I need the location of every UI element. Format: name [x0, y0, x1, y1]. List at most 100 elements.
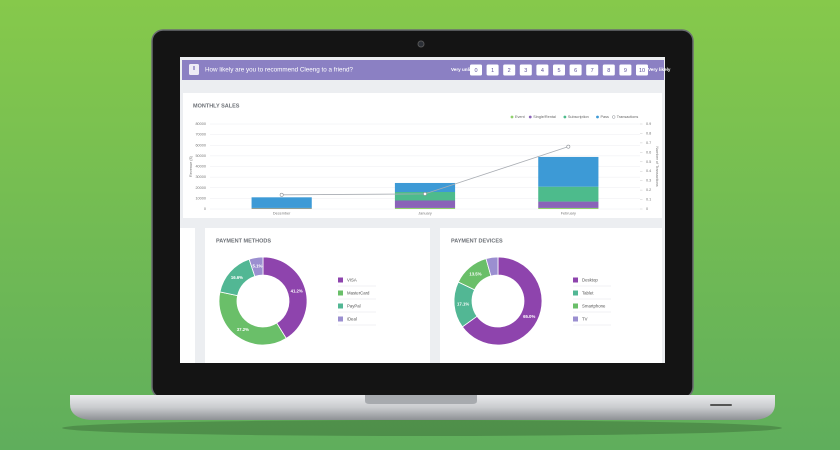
line-point [566, 144, 571, 149]
legend-label: Desktop [582, 277, 598, 282]
y-tick-label: 70000 [195, 133, 206, 137]
laptop-base [70, 395, 775, 420]
nps-button-label[interactable]: 3 [524, 68, 527, 74]
slice-label: 16.6% [231, 275, 243, 280]
nps-button[interactable] [503, 64, 516, 76]
legend-label: Pass [601, 115, 610, 119]
y-tick-label: 30000 [195, 175, 206, 179]
slice-label: 41.2% [291, 289, 303, 294]
bar-segment [394, 182, 456, 192]
legend-swatch [573, 316, 578, 322]
bar-segment [538, 186, 599, 202]
x-tick-label: December [273, 212, 291, 216]
chart-title: PAYMENT DEVICES [451, 238, 503, 244]
panel-partial [180, 228, 195, 363]
slice-label: 37.2% [237, 327, 249, 332]
y2-tick-label: 0.7 [646, 141, 651, 145]
y-tick-label: 80000 [195, 122, 206, 126]
nps-button[interactable] [553, 64, 565, 76]
x-tick-label: January [418, 212, 432, 216]
y-tick-label: 40000 [195, 165, 206, 169]
chart-title: MONTHLY SALES [193, 103, 240, 109]
nps-button-label[interactable]: 8 [607, 68, 610, 74]
bar-segment [538, 207, 599, 209]
nps-button[interactable] [619, 64, 632, 76]
nps-button-label[interactable]: 7 [591, 68, 594, 74]
donut-slice [461, 256, 543, 346]
nps-button[interactable] [586, 64, 599, 76]
bar-segment [394, 207, 456, 209]
bar-segment [251, 207, 312, 209]
legend-label: Subscription [568, 115, 589, 119]
bar-segment [251, 197, 312, 208]
legend-swatch [573, 290, 578, 296]
nps-button-label[interactable]: 9 [624, 68, 627, 74]
y2-tick-label: 0.6 [646, 150, 651, 154]
y2-tick-label: 0.4 [646, 169, 651, 173]
legend-label: Event [515, 115, 526, 119]
y2-tick-label: 0.2 [646, 188, 651, 192]
legend-swatch [338, 277, 343, 283]
slice-label: 17.1% [457, 301, 469, 306]
bar-segment [251, 208, 312, 209]
y2-tick-label: 0.3 [646, 179, 651, 183]
bar-segment [394, 192, 456, 201]
panel-payment-devices [440, 228, 662, 363]
legend-label: Smartphone [582, 303, 606, 308]
y2-tick-label: 0.8 [646, 131, 651, 135]
legend-swatch [338, 316, 343, 322]
line-point [423, 191, 427, 196]
line-point [279, 192, 284, 197]
y-tick-label: 60000 [195, 143, 206, 147]
y-tick-label: 50000 [195, 154, 206, 158]
y2-tick-label: 0 [646, 207, 648, 211]
laptop-notch [365, 395, 477, 404]
legend-label: Tablet [582, 290, 594, 295]
donut-slice [485, 256, 499, 277]
nps-button[interactable] [569, 64, 582, 76]
laptop-light [710, 404, 732, 406]
legend-label: VISA [347, 277, 357, 282]
nps-button-label[interactable]: 2 [508, 68, 511, 74]
camera [417, 40, 425, 48]
nps-low-label: Very unlikely [451, 67, 480, 72]
panel-payment-methods [205, 228, 430, 363]
nps-button[interactable] [536, 64, 549, 76]
legend-marker [510, 115, 514, 119]
legend-label: iDeal [347, 316, 357, 321]
y2-tick-label: 0.1 [646, 198, 651, 202]
legend-swatch [338, 290, 343, 296]
slice-label: 5.1% [253, 264, 263, 269]
nps-button-label[interactable]: 0 [474, 68, 477, 74]
donut-slice [262, 256, 308, 339]
nps-button[interactable] [636, 64, 648, 76]
chart-title: PAYMENT METHODS [216, 238, 271, 244]
legend-marker [563, 115, 567, 119]
nps-button[interactable] [486, 64, 499, 76]
y2-tick-label: 0.5 [646, 160, 651, 164]
legend-label: TV [582, 316, 588, 321]
x-tick-label: February [561, 212, 576, 216]
nps-button[interactable] [602, 64, 615, 76]
nps-button[interactable] [470, 64, 482, 76]
y-axis-label: Revenue ($) [189, 155, 193, 177]
legend-swatch [573, 303, 578, 309]
legend-label: Transactions [617, 115, 639, 119]
bar-segment [538, 201, 599, 208]
charts: MONTHLY SALES 0 10000 20000 30000 40000 50000 6… [189, 103, 659, 346]
legend-label: MasterCard [347, 290, 370, 295]
bar-segment [394, 200, 456, 208]
legend-label: PayPal [347, 303, 361, 308]
legend-marker [596, 115, 599, 119]
nps-button-label[interactable]: 5 [557, 68, 560, 74]
nps-button-label[interactable]: 1 [491, 68, 494, 74]
legend-swatch [573, 277, 578, 283]
nps-button[interactable] [519, 64, 532, 76]
bar-segment [538, 156, 599, 187]
nps-button-label[interactable]: 6 [574, 68, 577, 74]
nps-buttons: 0 1 2 3 4 5 6 7 8 9 10 [470, 64, 648, 76]
nps-button-label[interactable]: 4 [541, 68, 544, 74]
nps-button-label[interactable]: 10 [639, 68, 645, 74]
y2-axis-label: Number of Transactions [655, 146, 659, 186]
